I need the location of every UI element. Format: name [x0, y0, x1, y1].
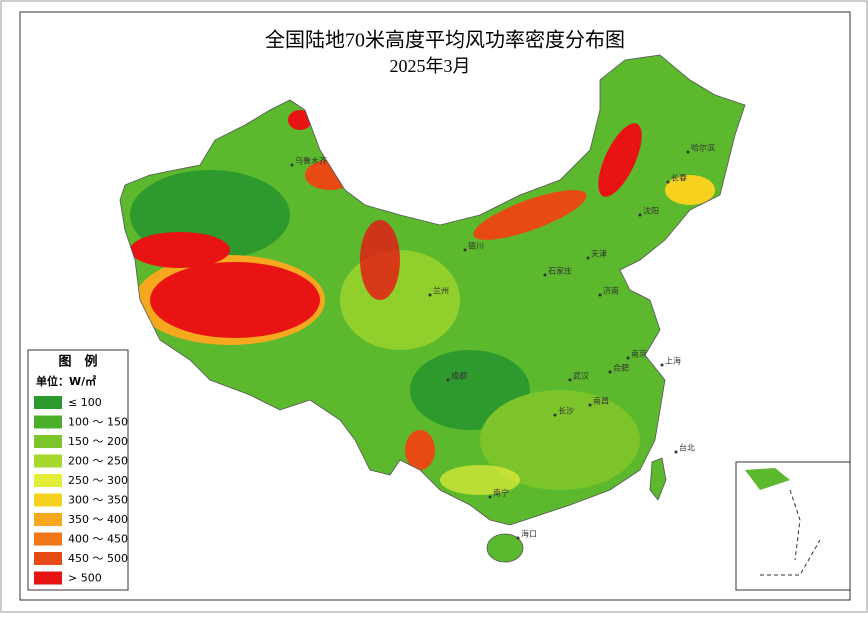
city-label: 合肥: [613, 363, 629, 373]
legend-swatch: [34, 415, 62, 429]
city-label: 武汉: [573, 371, 589, 381]
legend-label: 300 ～ 350: [68, 494, 128, 507]
city-dot: [488, 495, 492, 499]
city-dot: [588, 403, 592, 407]
city-dot: [463, 248, 467, 252]
legend-unit: 单位：W/㎡: [36, 374, 96, 388]
city-dot: [608, 370, 612, 374]
city-dot: [428, 293, 432, 297]
city-label: 济南: [603, 286, 619, 296]
legend-label: 100 ～ 150: [68, 416, 128, 429]
legend-label: 400 ～ 450: [68, 533, 128, 546]
south-sea-inset: [735, 461, 851, 591]
city-label: 天津: [591, 249, 607, 259]
legend-swatch: [34, 454, 62, 468]
city-dot: [446, 378, 450, 382]
legend-swatch: [34, 571, 62, 585]
legend-label: 150 ～ 200: [68, 435, 128, 448]
legend-label: > 500: [68, 572, 102, 585]
legend-swatch: [34, 493, 62, 507]
city-label: 长春: [671, 173, 687, 183]
legend-label: 200 ～ 250: [68, 455, 128, 468]
city-label: 南昌: [593, 396, 609, 406]
legend-swatch: [34, 513, 62, 526]
city-label: 上海: [665, 356, 681, 366]
city-label: 台北: [679, 443, 695, 453]
city-label: 海口: [521, 529, 537, 539]
city-label: 乌鲁木齐: [295, 156, 327, 166]
title: 全国陆地70米高度平均风功率密度分布图: [265, 29, 625, 52]
city-label: 沈阳: [643, 206, 659, 216]
city-label: 长沙: [558, 406, 574, 416]
legend-label: 350 ～ 400: [68, 513, 128, 526]
city-label: 南京: [631, 349, 647, 359]
legend: 图 例 单位：W/㎡ ≤ 100 100 ～ 150 150 ～ 200 200 ～ …: [27, 349, 129, 591]
legend-title: 图 例: [58, 354, 97, 370]
legend-swatch: [34, 435, 62, 448]
city-dot: [674, 450, 678, 454]
city-dot: [568, 378, 572, 382]
city-label: 兰州: [433, 286, 449, 296]
legend-swatch: [34, 396, 62, 409]
subtitle: 2025年3月: [390, 56, 471, 76]
city-label: 成都: [451, 371, 467, 381]
inset-land: [745, 468, 790, 490]
city-dot: [586, 256, 590, 260]
legend-label: 450 ～ 500: [68, 552, 128, 565]
city-dot: [638, 213, 642, 217]
legend-swatch: [34, 474, 62, 487]
city-dot: [553, 413, 557, 417]
city-dot: [516, 536, 520, 540]
city-dot: [290, 163, 294, 167]
legend-swatch: [34, 552, 62, 565]
city-dot: [598, 293, 602, 297]
legend-label: 250 ～ 300: [68, 474, 128, 487]
city-dot: [543, 273, 547, 277]
inset-line: [760, 489, 821, 576]
legend-label: ≤ 100: [68, 396, 102, 409]
legend-swatch: [34, 532, 62, 546]
city-dot: [666, 180, 670, 184]
city-dot: [626, 356, 630, 360]
city-label: 哈尔滨: [691, 143, 715, 153]
city-dot: [660, 363, 664, 367]
city-dot: [686, 150, 690, 154]
map-border: [19, 11, 851, 601]
city-label: 南宁: [493, 488, 509, 498]
city-label: 银川: [468, 241, 484, 251]
city-label: 石家庄: [548, 266, 572, 276]
